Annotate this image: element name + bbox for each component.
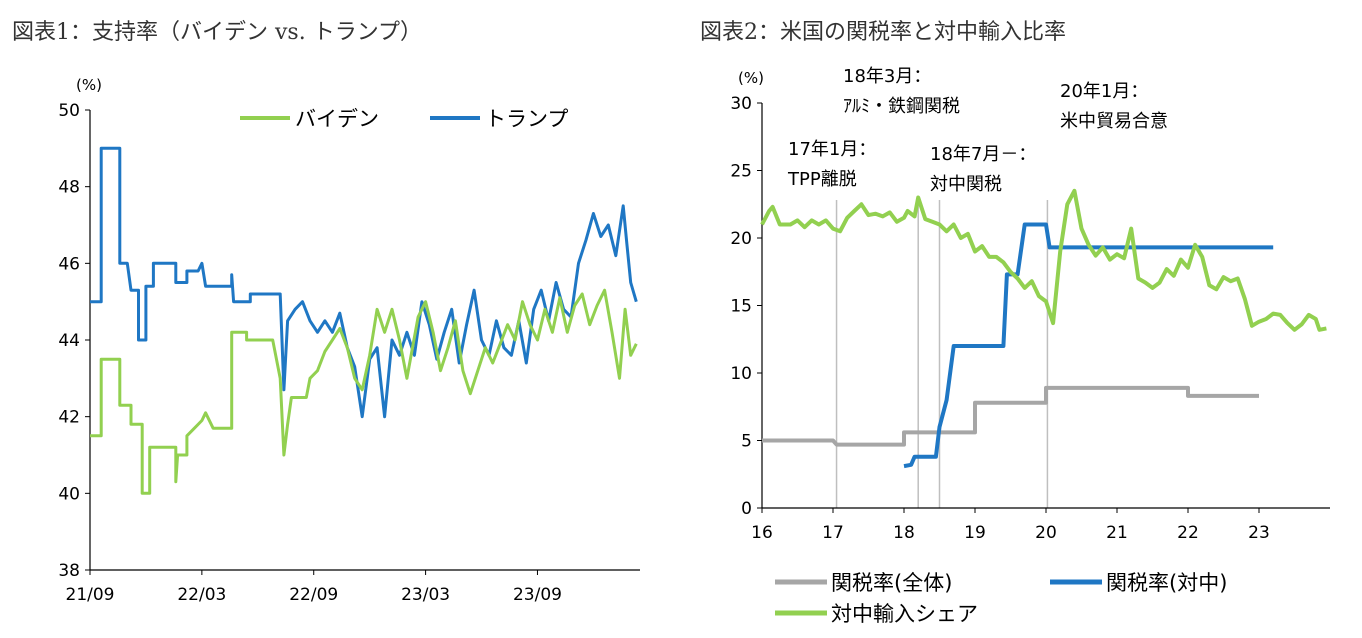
fig2-legend-label: 関税率(全体) xyxy=(831,571,952,595)
fig2-annotation-line1: 18年3月： xyxy=(843,66,931,87)
fig2-legend-label: 対中輸入シェア xyxy=(831,602,978,626)
figure1-title: 図表1：支持率（バイデン vs. トランプ） xyxy=(12,20,423,45)
fig1-x-tick-label: 22/03 xyxy=(177,585,226,605)
fig1-series-line xyxy=(90,288,638,495)
figure2-title: 図表2：米国の関税率と対中輸入比率 xyxy=(700,20,1066,45)
fig1-series-line xyxy=(90,146,638,419)
fig1-y-tick-label: 46 xyxy=(58,254,80,274)
fig1-x-tick-label: 21/09 xyxy=(66,585,115,605)
fig2-x-tick-label: 20 xyxy=(1035,523,1057,543)
fig2-x-tick-label: 23 xyxy=(1248,523,1270,543)
fig1-y-tick-label: 44 xyxy=(58,331,80,351)
fig1-y-tick-label: 42 xyxy=(58,408,80,428)
fig2-unit-label: (%) xyxy=(738,69,764,87)
fig2-series-line xyxy=(762,385,1259,447)
fig2-series-line xyxy=(760,188,1327,332)
fig1-y-tick-label: 48 xyxy=(58,178,80,198)
fig1-y-tick-label: 38 xyxy=(58,561,80,581)
fig2-x-tick-label: 19 xyxy=(964,523,986,543)
fig2-annotation-line1: 20年1月： xyxy=(1060,81,1148,102)
fig1-y-tick-label: 50 xyxy=(58,101,80,121)
fig2-annotation-line2: TPP離脱 xyxy=(787,169,857,190)
fig2-y-tick-label: 15 xyxy=(730,297,752,317)
fig2-y-tick-label: 25 xyxy=(730,162,752,182)
fig2-annotation-line1: 18年7月－： xyxy=(930,144,1036,165)
fig1-legend-label: トランプ xyxy=(485,107,568,131)
fig2-x-tick-label: 22 xyxy=(1177,523,1199,543)
fig2-x-tick-label: 21 xyxy=(1106,523,1128,543)
fig2-y-tick-label: 20 xyxy=(730,229,752,249)
fig2-y-tick-label: 10 xyxy=(730,364,752,384)
fig2-y-tick-label: 0 xyxy=(741,499,752,519)
fig2-x-tick-label: 16 xyxy=(751,523,773,543)
fig2-x-tick-label: 18 xyxy=(893,523,915,543)
fig1-y-tick-label: 40 xyxy=(58,484,80,504)
fig1-unit-label: (%) xyxy=(76,76,102,94)
fig2-annotation-line2: ｱﾙﾐ・鉄鋼関税 xyxy=(843,96,960,117)
fig2-y-tick-label: 30 xyxy=(730,94,752,114)
fig1-legend-label: バイデン xyxy=(295,107,379,131)
fig2-annotation-line1: 17年1月： xyxy=(788,139,876,160)
fig2-legend-label: 関税率(対中) xyxy=(1106,571,1227,595)
fig1-x-tick-label: 22/09 xyxy=(289,585,338,605)
fig2-series-line xyxy=(903,222,1274,469)
fig1-x-tick-label: 23/09 xyxy=(513,585,562,605)
fig1-x-tick-label: 23/03 xyxy=(401,585,450,605)
fig2-annotation-line2: 米中貿易合意 xyxy=(1060,111,1168,132)
fig2-annotation-line2: 対中関税 xyxy=(930,174,1002,195)
fig2-x-tick-label: 17 xyxy=(822,523,844,543)
fig2-y-tick-label: 5 xyxy=(741,432,752,452)
